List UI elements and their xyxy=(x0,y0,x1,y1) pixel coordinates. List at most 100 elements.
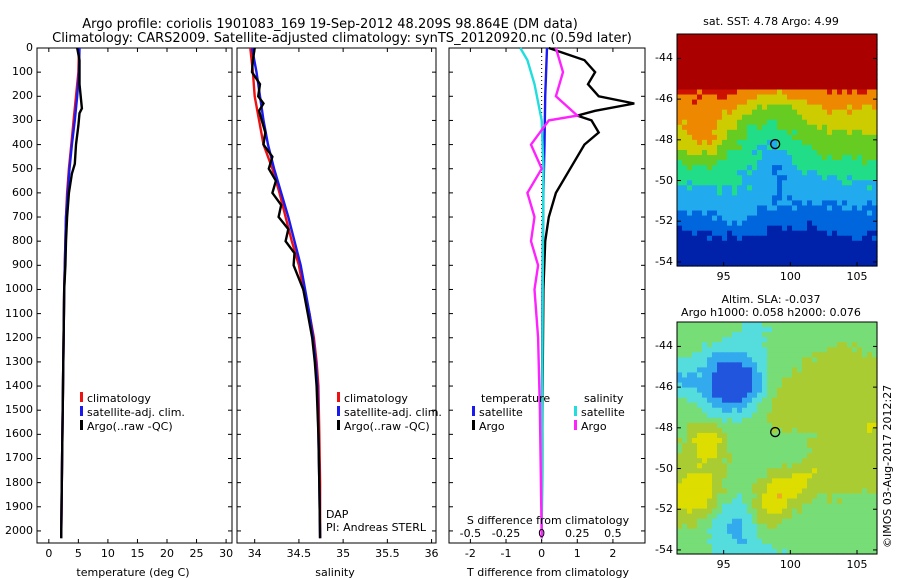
map-cell xyxy=(847,44,853,50)
map-cell xyxy=(747,220,753,227)
map-cell xyxy=(827,402,833,409)
map-cell xyxy=(792,235,798,242)
map-cell xyxy=(772,377,778,384)
sla-map-title: Altim. SLA: -0.037 xyxy=(721,293,821,306)
map-cell xyxy=(787,427,793,434)
map-cell xyxy=(797,407,803,414)
map-cell xyxy=(852,39,858,45)
map-cell xyxy=(747,483,753,490)
map-cell xyxy=(862,220,868,227)
map-cell xyxy=(747,332,753,338)
map-cell xyxy=(702,412,708,419)
map-cell xyxy=(687,443,693,449)
map-cell xyxy=(702,337,708,343)
map-cell xyxy=(707,84,713,91)
map-cell xyxy=(832,528,838,535)
map-cell xyxy=(852,144,858,151)
map-cell xyxy=(757,129,763,136)
map-cell xyxy=(727,372,733,379)
map-cell xyxy=(692,250,698,257)
map-cell xyxy=(822,448,828,454)
map-cell xyxy=(747,240,753,247)
map-cell xyxy=(797,508,803,515)
map-cell xyxy=(837,74,843,80)
map-cell xyxy=(852,185,858,191)
map-cell xyxy=(697,200,703,207)
map-cell xyxy=(867,448,873,454)
map-cell xyxy=(747,357,753,363)
map-cell xyxy=(707,443,713,449)
y-tick-label: 1500 xyxy=(5,403,33,417)
map-cell xyxy=(807,548,813,555)
map-cell xyxy=(682,377,688,384)
map-cell xyxy=(812,448,818,454)
map-cell xyxy=(797,180,803,186)
map-cell xyxy=(837,473,843,479)
map-cell xyxy=(707,332,713,338)
map-cell xyxy=(787,367,793,374)
map-cell xyxy=(697,44,703,50)
map-cell xyxy=(812,129,818,136)
map-cell xyxy=(842,109,848,116)
map-cell xyxy=(737,493,743,500)
map-cell xyxy=(707,458,713,464)
map-cell xyxy=(852,417,858,424)
map-cell xyxy=(692,432,698,439)
map-cell xyxy=(842,235,848,242)
map-cell xyxy=(732,377,738,384)
map-cell xyxy=(822,533,828,540)
map-cell xyxy=(737,498,743,505)
map-cell xyxy=(677,528,683,535)
map-cell xyxy=(852,342,858,348)
map-cell xyxy=(792,160,798,166)
map-cell xyxy=(687,99,693,106)
map-cell xyxy=(737,473,743,479)
map-cell xyxy=(837,372,843,379)
map-cell xyxy=(857,34,863,40)
map-cell xyxy=(842,54,848,60)
map-cell xyxy=(697,190,703,196)
y-tick-label: 2000 xyxy=(5,523,33,537)
map-cell xyxy=(792,64,798,70)
map-cell xyxy=(872,543,878,550)
map-cell xyxy=(712,215,718,222)
map-cell xyxy=(737,508,743,515)
map-cell xyxy=(797,210,803,217)
map-cell xyxy=(812,215,818,222)
map-cell xyxy=(702,422,708,429)
map-cell xyxy=(827,453,833,459)
map-cell xyxy=(682,503,688,510)
map-cell xyxy=(857,478,863,484)
map-cell xyxy=(867,230,873,237)
map-cell xyxy=(677,357,683,363)
map-cell xyxy=(732,417,738,424)
map-cell xyxy=(812,407,818,414)
map-cell xyxy=(832,382,838,389)
map-cell xyxy=(817,377,823,384)
map-cell xyxy=(692,170,698,176)
map-cell xyxy=(682,458,688,464)
map-cell xyxy=(787,104,793,111)
map-cell xyxy=(842,443,848,449)
map-cell xyxy=(847,200,853,207)
map-cell xyxy=(697,397,703,404)
map-cell xyxy=(797,453,803,459)
map-cell xyxy=(742,382,748,389)
map-cell xyxy=(722,337,728,343)
map-cell xyxy=(727,493,733,500)
map-cell xyxy=(812,190,818,196)
map-cell xyxy=(767,89,773,96)
map-cell xyxy=(687,412,693,419)
map-cell xyxy=(727,200,733,207)
map-cell xyxy=(797,89,803,96)
map-cell xyxy=(872,89,878,96)
map-cell xyxy=(697,205,703,212)
map-cell xyxy=(737,215,743,222)
map-cell xyxy=(692,337,698,343)
map-cell xyxy=(752,220,758,227)
map-cell xyxy=(687,195,693,202)
map-cell xyxy=(862,175,868,181)
map-cell xyxy=(832,458,838,464)
map-cell xyxy=(707,185,713,191)
map-cell xyxy=(872,94,878,101)
